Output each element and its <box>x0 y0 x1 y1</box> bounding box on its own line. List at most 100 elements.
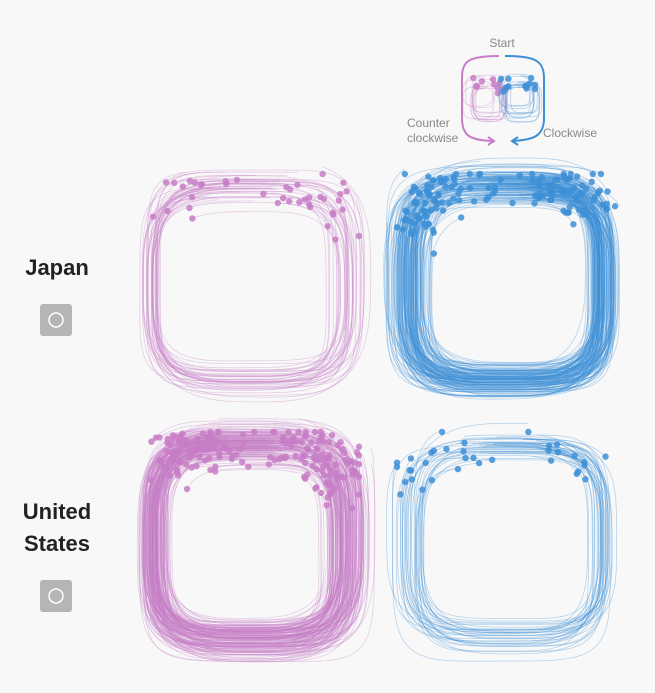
drawn-stroke <box>152 452 345 629</box>
drawn-stroke <box>171 453 330 633</box>
drawn-stroke <box>472 78 503 114</box>
stroke-end <box>402 478 409 486</box>
stroke-end <box>425 173 432 180</box>
stroke-end <box>552 176 559 183</box>
drawn-stroke <box>474 87 505 123</box>
stroke-end <box>251 428 258 436</box>
drawn-stroke <box>138 441 357 636</box>
stroke-end <box>402 215 410 223</box>
drawn-stroke <box>143 433 337 641</box>
stroke-end <box>186 454 193 462</box>
legend-clockwise: Clockwise <box>543 126 597 140</box>
stroke-end <box>470 198 478 205</box>
stroke-end <box>505 75 512 82</box>
drawn-stroke <box>148 456 347 642</box>
drawn-stroke <box>142 441 341 644</box>
drawn-stroke <box>169 457 335 628</box>
drawn-stroke <box>393 178 602 378</box>
replay-button-bg[interactable] <box>40 580 72 612</box>
drawn-stroke <box>421 181 606 364</box>
stroke-end <box>529 170 536 178</box>
drawn-stroke <box>406 422 610 645</box>
stroke-end <box>205 455 213 462</box>
drawn-stroke <box>414 176 605 389</box>
stroke-end <box>589 170 597 178</box>
drawn-stroke <box>498 76 531 107</box>
drawn-stroke <box>156 178 348 372</box>
drawn-stroke <box>149 443 347 628</box>
drawn-stroke <box>402 170 598 378</box>
stroke-end <box>599 201 606 208</box>
cw-arrow-head <box>510 136 519 146</box>
stroke-end <box>460 448 467 455</box>
drawn-stroke <box>151 437 347 648</box>
replay-icon[interactable] <box>48 588 64 604</box>
stroke-end <box>188 194 196 201</box>
stroke-end <box>324 223 331 230</box>
stroke-end <box>326 452 333 459</box>
stroke-end <box>579 182 586 189</box>
drawn-stroke <box>410 197 614 378</box>
stroke-end <box>164 439 171 447</box>
stroke-end <box>319 170 326 178</box>
stroke-end <box>189 215 196 222</box>
stroke-end <box>531 81 539 88</box>
drawn-stroke <box>396 187 615 383</box>
drawn-stroke <box>142 183 366 383</box>
drawn-stroke <box>416 445 604 634</box>
stroke-end <box>604 188 611 195</box>
stroke-end <box>466 170 473 178</box>
stroke-end <box>182 436 189 444</box>
replay-icon[interactable] <box>48 312 64 328</box>
stroke-end <box>162 179 170 186</box>
replay-button-bg[interactable] <box>40 304 72 336</box>
drawn-stroke <box>152 197 338 378</box>
drawn-stroke <box>472 88 507 120</box>
stroke-end <box>267 453 274 461</box>
stroke-end <box>233 451 240 458</box>
stroke-end <box>216 450 223 457</box>
drawn-stroke <box>388 186 606 383</box>
drawn-stroke <box>146 448 364 644</box>
stroke-end <box>456 197 463 204</box>
drawn-stroke <box>142 188 347 377</box>
stroke-end <box>186 177 194 185</box>
drawn-stroke <box>151 458 365 642</box>
stroke-end <box>525 428 532 436</box>
drawn-stroke <box>159 458 340 632</box>
drawn-stroke <box>157 445 325 630</box>
stroke-end <box>393 224 401 231</box>
drawn-stroke <box>385 187 613 385</box>
replay-button[interactable] <box>40 580 72 612</box>
stroke-end <box>325 472 333 479</box>
drawn-stroke <box>151 185 348 371</box>
drawing-panel <box>383 157 621 400</box>
stroke-end <box>355 491 363 498</box>
stroke-end <box>399 226 407 233</box>
stroke-end <box>355 232 363 240</box>
stroke-end <box>516 172 523 179</box>
stroke-end <box>417 191 424 198</box>
stroke-end <box>332 469 339 477</box>
stroke-end <box>305 194 313 201</box>
legend-sample <box>462 73 543 123</box>
drawn-stroke <box>165 458 338 634</box>
stroke-end <box>285 428 292 436</box>
stroke-end <box>536 181 543 188</box>
stroke-end <box>194 435 201 443</box>
stroke-end <box>431 195 438 203</box>
drawn-stroke <box>143 431 349 644</box>
drawn-stroke <box>154 452 353 634</box>
stroke-end <box>189 450 196 457</box>
drawn-stroke <box>148 435 353 636</box>
drawn-stroke <box>142 422 363 657</box>
drawn-stroke <box>169 451 339 638</box>
legend-start: Start <box>489 36 515 50</box>
stroke-end <box>546 196 554 204</box>
stroke-end <box>286 186 294 193</box>
drawn-stroke <box>166 448 339 621</box>
stroke-end <box>175 437 183 444</box>
drawn-stroke <box>415 194 608 382</box>
stroke-end <box>445 199 453 207</box>
replay-button[interactable] <box>40 304 72 336</box>
